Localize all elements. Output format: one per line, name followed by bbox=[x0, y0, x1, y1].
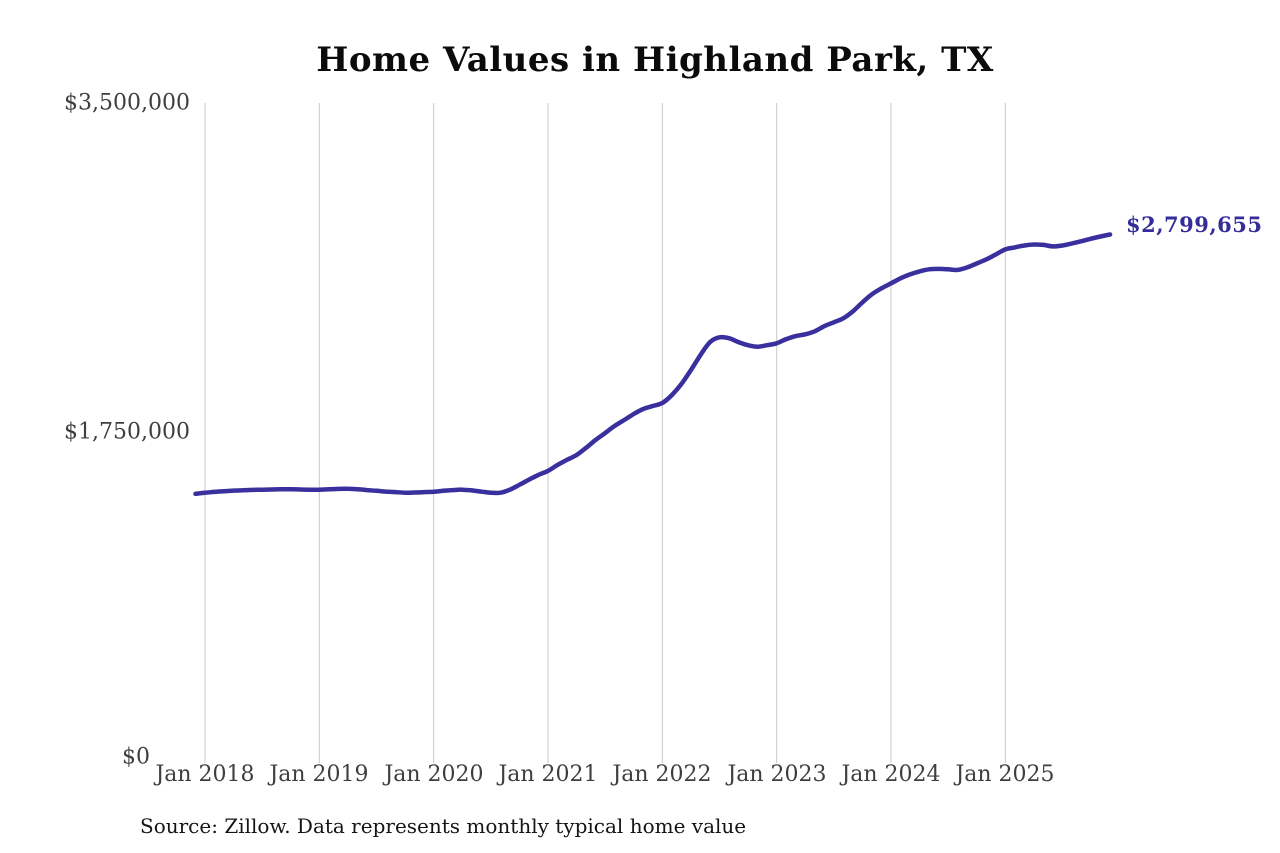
home-value-line bbox=[193, 232, 1113, 497]
latest-value-label: $2,799,655 bbox=[1126, 212, 1263, 237]
x-axis-tick-jan2024: Jan 2024 bbox=[841, 762, 941, 787]
y-axis-tick-0: $0 bbox=[122, 744, 150, 770]
x-axis-tick-jan2019: Jan 2019 bbox=[269, 762, 369, 787]
x-axis-tick-jan2020: Jan 2020 bbox=[384, 762, 484, 787]
y-axis-tick-3500000: $3,500,000 bbox=[64, 90, 190, 116]
year-gridlines bbox=[204, 103, 1006, 763]
x-axis-tick-jan2021: Jan 2021 bbox=[498, 762, 598, 787]
source-attribution: Source: Zillow. Data represents monthly … bbox=[140, 814, 747, 838]
chart-title: Home Values in Highland Park, TX bbox=[316, 40, 994, 80]
x-axis-tick-jan2022: Jan 2022 bbox=[612, 762, 712, 787]
x-axis-tick-jan2023: Jan 2023 bbox=[727, 762, 827, 787]
y-axis-tick-1750000: $1,750,000 bbox=[64, 419, 190, 445]
x-axis-tick-jan2025: Jan 2025 bbox=[955, 762, 1055, 787]
x-axis-tick-jan2018: Jan 2018 bbox=[155, 762, 255, 787]
